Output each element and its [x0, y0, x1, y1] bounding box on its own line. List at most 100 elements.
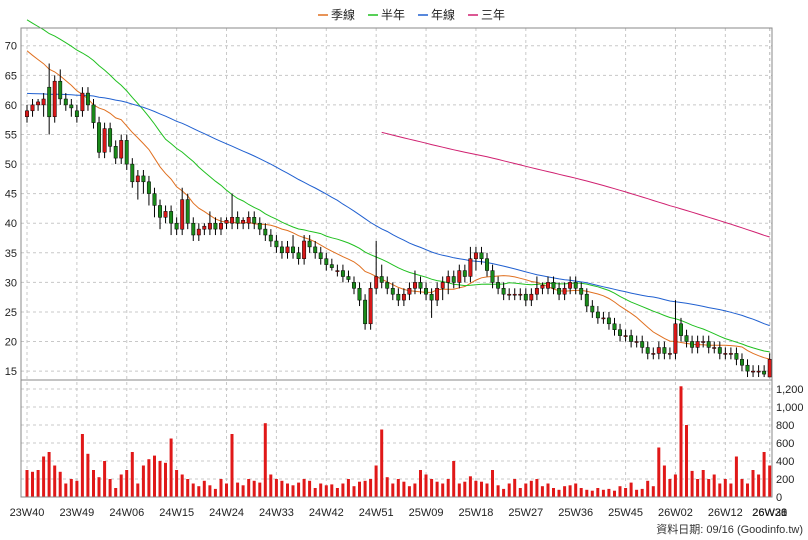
volume-bar [147, 459, 151, 497]
volume-bar [80, 434, 84, 497]
volume-bar [391, 483, 395, 497]
candle-body [302, 240, 307, 259]
candle-body [235, 217, 240, 224]
candle-body [158, 205, 162, 218]
volume-bar [701, 470, 705, 497]
volume-bar [668, 479, 672, 497]
candle-body [728, 353, 733, 355]
volume-bar [707, 479, 711, 497]
time-tick-label: 25W27 [508, 507, 543, 519]
volume-bar [435, 481, 439, 497]
candle-body [401, 293, 406, 301]
volume-bar [441, 483, 445, 497]
volume-bar [723, 479, 727, 497]
candle-body [751, 370, 755, 373]
volume-bar [58, 471, 62, 497]
volume-bar [574, 483, 578, 497]
volume-bar [385, 477, 389, 497]
volume-bar [252, 480, 256, 497]
volume-bar [125, 470, 129, 497]
candle-body [462, 270, 467, 277]
time-tick-label: 24W24 [209, 507, 244, 519]
candle-body [684, 335, 689, 342]
candle-body [490, 270, 495, 283]
volume-bar [75, 480, 79, 497]
volume-bar [103, 461, 107, 497]
time-tick-label: 26W38 [752, 507, 787, 519]
candle-body [584, 293, 589, 307]
volume-bar [258, 482, 262, 497]
volume-bar [607, 488, 611, 497]
price-panel-frame [20, 27, 773, 381]
time-tick-label: 23W49 [59, 507, 94, 519]
volume-bar [313, 488, 317, 497]
candle-body [512, 293, 517, 296]
volume-bar [164, 462, 167, 497]
volume-bar [169, 438, 173, 497]
time-tick-label: 24W51 [359, 507, 394, 519]
volume-bar [402, 481, 406, 497]
candle-body [507, 293, 512, 296]
volume-bar [546, 483, 550, 497]
candle-body [163, 211, 168, 218]
candle-body [479, 252, 484, 259]
volume-bar [640, 488, 644, 497]
candle-body [285, 246, 290, 254]
volume-bar [97, 477, 101, 497]
legend-entry: 年線 [431, 7, 455, 22]
volume-bar [236, 482, 240, 497]
candle-body [36, 101, 41, 106]
volume-bar [496, 485, 500, 497]
volume-bar [213, 488, 217, 497]
candle-body [97, 122, 101, 153]
candle-body [379, 276, 384, 283]
volume-bar [186, 479, 190, 497]
time-tick-label: 26W21 [752, 507, 787, 519]
volume-bar [358, 481, 361, 497]
candle-body [108, 128, 113, 147]
candle-body [740, 359, 744, 366]
volume-bar [42, 456, 46, 497]
volume-bar [64, 483, 68, 497]
candle-body [374, 276, 379, 289]
volume-bar [529, 480, 533, 497]
volume-bar [740, 479, 744, 497]
candle-body [457, 270, 462, 283]
volume-bar [114, 488, 118, 497]
candle-body [623, 335, 628, 337]
candle-body [734, 353, 739, 360]
candle-body [291, 246, 295, 254]
time-tick-label: 24W33 [259, 507, 294, 519]
volume-bar [480, 481, 483, 497]
volume-bar [297, 482, 301, 497]
volume-bar [646, 480, 650, 497]
volume-bar [302, 479, 306, 497]
volume-bar [457, 483, 461, 497]
candle-body [546, 282, 550, 289]
volume-bar [374, 465, 378, 497]
volume-tick-label: 400 [776, 456, 794, 468]
volume-bar [247, 479, 251, 497]
price-tick-label: 45 [5, 189, 17, 201]
volume-bar [363, 480, 367, 497]
volume-bar [502, 488, 506, 497]
candle-body [152, 193, 157, 206]
volume-bar [762, 452, 766, 497]
volume-bar [269, 474, 273, 497]
volume-bar [53, 465, 57, 497]
time-tick-label: 24W42 [309, 507, 344, 519]
candle-body [518, 293, 523, 296]
candle-body [63, 98, 68, 106]
volume-bar [197, 486, 201, 497]
candle-body [324, 258, 329, 265]
candle-body [41, 98, 46, 106]
volume-bar [552, 488, 555, 497]
volume-bar [474, 480, 478, 497]
volume-bar [746, 483, 749, 497]
volume-bar [341, 483, 345, 497]
time-tick-label: 25W45 [608, 507, 643, 519]
volume-bar [624, 488, 628, 497]
candle-body [335, 270, 340, 272]
volume-tick-label: 1,000 [776, 402, 804, 414]
